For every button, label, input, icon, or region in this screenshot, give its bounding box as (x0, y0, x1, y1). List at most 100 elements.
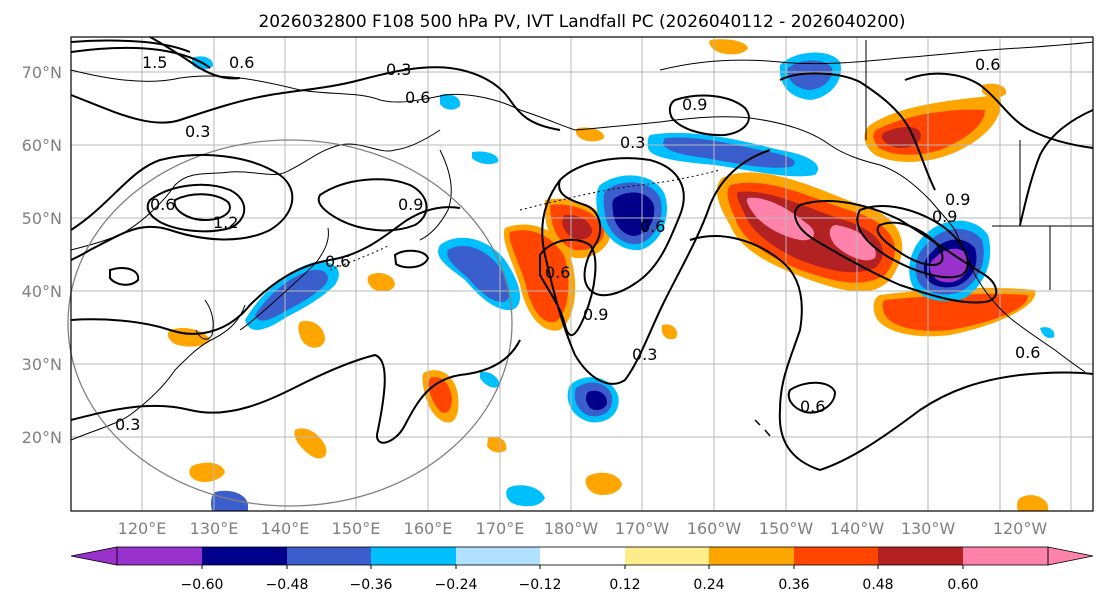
pv-contour (70, 154, 294, 261)
pv-contour (904, 72, 1094, 149)
colorbar-segment (456, 547, 540, 565)
colorbar: −0.60 −0.48 −0.36 −0.24 −0.12 0.12 0.24 … (70, 546, 1094, 593)
colorbar-segment (540, 547, 625, 565)
lon-label: 170°E (476, 519, 525, 538)
negative-anomaly-region (440, 94, 461, 110)
colorbar-tick-label: −0.12 (519, 577, 562, 593)
negative-anomaly-region (472, 151, 499, 165)
pv-contour (70, 66, 561, 131)
colorbar-extend-low (70, 546, 118, 566)
pv-contour (689, 235, 821, 471)
colorbar-segment (794, 547, 878, 565)
colorbar-segment (878, 547, 963, 565)
lon-label: 150°E (332, 519, 381, 538)
positive-anomaly-region (746, 197, 815, 241)
colorbar-tick-label: 0.48 (862, 577, 893, 593)
pv-contour (149, 36, 241, 80)
positive-anomaly-region (829, 225, 876, 261)
positive-anomaly-region (661, 324, 678, 340)
lon-label: 120°E (118, 519, 167, 538)
pv-contour (1019, 109, 1094, 226)
japan-coast (239, 227, 329, 331)
pv-contour (70, 206, 461, 335)
latitude-labels: 70°N 60°N 50°N 40°N 30°N 20°N (22, 63, 62, 447)
colorbar-segment (371, 547, 456, 565)
pv-contour (317, 178, 428, 232)
negative-anomaly-region (787, 60, 833, 90)
map-title: 2026032800 F108 500 hPa PV, IVT Landfall… (258, 12, 905, 32)
map-frame (70, 36, 1094, 512)
contour-label: 0.3 (620, 133, 645, 152)
pv-contours (70, 36, 1094, 471)
pv-contour (541, 149, 771, 385)
contour-label: 0.6 (325, 252, 350, 271)
colorbar-tick-label: 0.60 (947, 577, 978, 593)
canada-province-border (1019, 140, 1051, 290)
contour-label: 0.6 (545, 263, 570, 282)
colorbar-tick-label: −0.60 (181, 577, 224, 593)
negative-anomaly-region (480, 371, 500, 388)
pv-contour (393, 249, 430, 269)
lon-label: 140°W (830, 519, 885, 538)
contour-label: 0.6 (229, 53, 254, 72)
contour-label: 0.3 (185, 122, 210, 141)
negative-anomaly-region (1040, 327, 1055, 338)
contour-label: 0.6 (975, 55, 1000, 74)
pv-contour (70, 39, 191, 53)
positive-anomaly-region (487, 436, 507, 453)
lat-label: 20°N (22, 428, 62, 447)
pv-contour (173, 193, 231, 222)
contour-label: 0.3 (115, 415, 140, 434)
korea-coast (195, 299, 214, 340)
pv-contour (146, 183, 246, 233)
hawaii-islands (754, 419, 771, 437)
contour-label: 0.9 (682, 95, 707, 114)
positive-anomaly-region (585, 472, 622, 496)
contour-label: 0.9 (945, 190, 970, 209)
pv-contour (794, 199, 998, 304)
colorbar-tick-labels: −0.60 −0.48 −0.36 −0.24 −0.12 0.12 0.24 … (181, 577, 979, 593)
negative-anomaly-region (612, 192, 655, 236)
lon-label: 120°W (993, 519, 1048, 538)
coastlines (70, 40, 1094, 441)
distance-ring (67, 139, 513, 507)
colorbar-segment (963, 547, 1048, 565)
positive-anomaly-region (298, 320, 325, 348)
lat-label: 50°N (22, 209, 62, 228)
pv-contour (787, 381, 837, 414)
positive-anomaly-region (882, 293, 1029, 331)
contour-label: 0.9 (583, 305, 608, 324)
positive-anomaly-region (294, 428, 327, 459)
colorbar-tick-label: −0.48 (266, 577, 309, 593)
colorbar-ticks (201, 565, 964, 569)
lon-label: 180°W (544, 519, 599, 538)
positive-anomaly-region (189, 462, 225, 483)
lon-label: 150°W (759, 519, 814, 538)
positive-anomaly-region (562, 214, 592, 240)
colorbar-segment (625, 547, 709, 565)
aleutian-islands (519, 169, 721, 211)
colorbar-tick-label: −0.24 (435, 577, 478, 593)
pv-contour (70, 46, 211, 69)
negative-anomaly-region (585, 390, 608, 411)
pv-contour (819, 371, 1094, 471)
negative-anomaly-region (255, 269, 328, 321)
pv-contour (558, 157, 685, 297)
colorbar-tick-label: −0.36 (350, 577, 393, 593)
kuril-islands (329, 244, 391, 271)
north-america-coast (954, 229, 1086, 373)
positive-anomaly-region (709, 39, 748, 55)
map-panel: 0.6 0.3 0.6 0.9 0.3 0.3 0.6 0.9 0.6 0.9 … (67, 36, 1094, 512)
lon-label: 170°W (615, 519, 670, 538)
contour-label: 0.6 (800, 397, 825, 416)
contour-label: 0.9 (398, 195, 423, 214)
lon-label: 130°E (190, 519, 239, 538)
lon-label: 160°E (404, 519, 453, 538)
pv-contour (876, 221, 944, 267)
negative-anomaly-region (447, 246, 510, 302)
lat-label: 60°N (22, 136, 62, 155)
east-asia-coast (70, 129, 441, 251)
arctic-coast (659, 41, 1094, 71)
